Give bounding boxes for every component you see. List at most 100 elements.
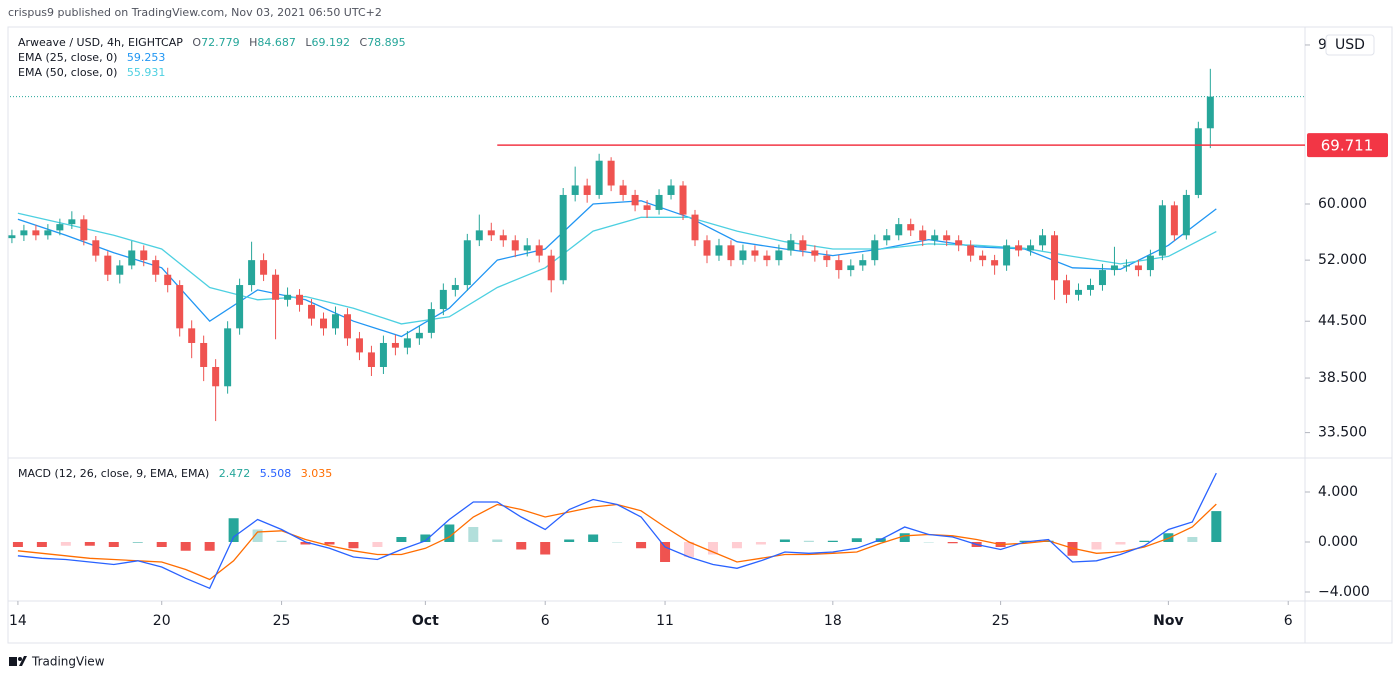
candle-body bbox=[140, 250, 148, 261]
candle-body bbox=[523, 245, 531, 251]
candle-body bbox=[847, 265, 855, 271]
candle-body bbox=[943, 235, 951, 241]
histogram-bar bbox=[492, 539, 503, 542]
histogram-bar bbox=[803, 540, 814, 542]
candle-body bbox=[20, 230, 28, 236]
histogram-bar bbox=[947, 542, 958, 544]
candle-body bbox=[571, 185, 579, 195]
histogram-bar bbox=[348, 542, 359, 549]
histogram-bar bbox=[300, 542, 311, 545]
candle-body bbox=[1158, 205, 1166, 256]
candle-body bbox=[919, 230, 927, 241]
candle-body bbox=[403, 338, 411, 348]
candle-body bbox=[116, 265, 124, 275]
candle-body bbox=[272, 274, 280, 300]
candle-body bbox=[1122, 265, 1130, 267]
candle-body bbox=[415, 332, 423, 339]
x-tick-label: 11 bbox=[656, 613, 674, 629]
candle-body bbox=[68, 219, 76, 225]
candle-body bbox=[44, 230, 52, 236]
candle-body bbox=[823, 255, 831, 261]
candle-body bbox=[475, 230, 483, 241]
histogram-bar bbox=[899, 533, 910, 542]
candle-body bbox=[128, 250, 136, 266]
candle-body bbox=[1110, 265, 1118, 271]
ohlc-value: 78.895 bbox=[367, 36, 406, 49]
candle-body bbox=[619, 185, 627, 195]
histogram-bar bbox=[516, 542, 527, 550]
legend-value: 5.508 bbox=[260, 467, 292, 480]
histogram-bar bbox=[396, 537, 407, 542]
candle-body bbox=[1134, 265, 1142, 271]
x-tick-label: 25 bbox=[273, 613, 291, 629]
histogram-bar bbox=[755, 542, 766, 545]
candle-body bbox=[487, 230, 495, 236]
candle-body bbox=[499, 235, 507, 241]
candle-body bbox=[1206, 96, 1214, 129]
histogram-bar bbox=[228, 518, 239, 542]
candle-body bbox=[248, 260, 256, 286]
plot-layer: 33.50038.50044.50052.00060.00090.000−4.0… bbox=[8, 37, 1370, 629]
candle-body bbox=[631, 194, 639, 206]
candle-body bbox=[260, 260, 268, 275]
ohlc-letter: O bbox=[192, 36, 201, 49]
candle-body bbox=[907, 224, 915, 231]
unit-box bbox=[1325, 34, 1375, 56]
candle-body bbox=[1182, 194, 1190, 236]
y-tick-label: 0.000 bbox=[1318, 534, 1358, 550]
y-tick-label: 4.000 bbox=[1318, 484, 1358, 500]
y-tick-label: 52.000 bbox=[1318, 252, 1367, 268]
candle-body bbox=[451, 285, 459, 290]
candle-body bbox=[8, 235, 16, 239]
ohlc-letter: H bbox=[249, 36, 257, 49]
candle-body bbox=[883, 235, 891, 241]
histogram-bar bbox=[707, 542, 718, 555]
histogram-bar bbox=[204, 542, 215, 551]
candle-body bbox=[835, 260, 843, 271]
candle-body bbox=[1003, 245, 1011, 266]
legend-value: 2.472 bbox=[219, 467, 251, 480]
histogram-bar bbox=[1211, 511, 1222, 542]
candle-body bbox=[751, 250, 759, 256]
candle-body bbox=[643, 205, 651, 210]
legend-ema50: EMA (50, close, 0) 55.931 bbox=[18, 66, 165, 79]
price-label-box bbox=[1307, 133, 1388, 158]
candle-body bbox=[212, 366, 220, 387]
candle-body bbox=[799, 240, 807, 251]
candle-body bbox=[1194, 128, 1202, 195]
candle-body bbox=[188, 328, 196, 343]
y-tick-label: 44.500 bbox=[1318, 313, 1367, 329]
histogram-bar bbox=[851, 538, 862, 542]
x-tick-label: 18 bbox=[824, 613, 842, 629]
candle-body bbox=[595, 160, 603, 195]
candle-body bbox=[895, 224, 903, 236]
candle-body bbox=[1098, 270, 1106, 286]
ohlc-value: 84.687 bbox=[257, 36, 296, 49]
y-tick-label: −4.000 bbox=[1318, 584, 1370, 600]
footer: TradingView bbox=[31, 655, 105, 669]
candle-body bbox=[343, 314, 351, 339]
candle-body bbox=[1170, 205, 1178, 236]
histogram-bar bbox=[612, 542, 623, 543]
candle-body bbox=[104, 255, 112, 275]
candle-body bbox=[32, 230, 40, 236]
histogram-bar bbox=[660, 542, 671, 562]
candle-body bbox=[80, 219, 88, 241]
candle-body bbox=[967, 245, 975, 256]
candle-body bbox=[547, 255, 555, 281]
candle-body bbox=[739, 250, 747, 261]
candle-body bbox=[871, 240, 879, 261]
macd-line bbox=[17, 472, 1217, 590]
candle-body bbox=[331, 314, 339, 329]
candle-body bbox=[511, 240, 519, 251]
candle-body bbox=[164, 274, 172, 286]
candle-body bbox=[308, 304, 316, 319]
candle-body bbox=[379, 342, 387, 367]
candle-body bbox=[583, 185, 591, 195]
legend-ema25: EMA (25, close, 0) 59.253 bbox=[18, 51, 165, 64]
candle-body bbox=[427, 309, 435, 333]
candle-body bbox=[655, 194, 663, 210]
header: crispus9 published on TradingView.com, N… bbox=[8, 6, 382, 19]
candle-body bbox=[763, 255, 771, 261]
histogram-bar bbox=[156, 542, 167, 547]
